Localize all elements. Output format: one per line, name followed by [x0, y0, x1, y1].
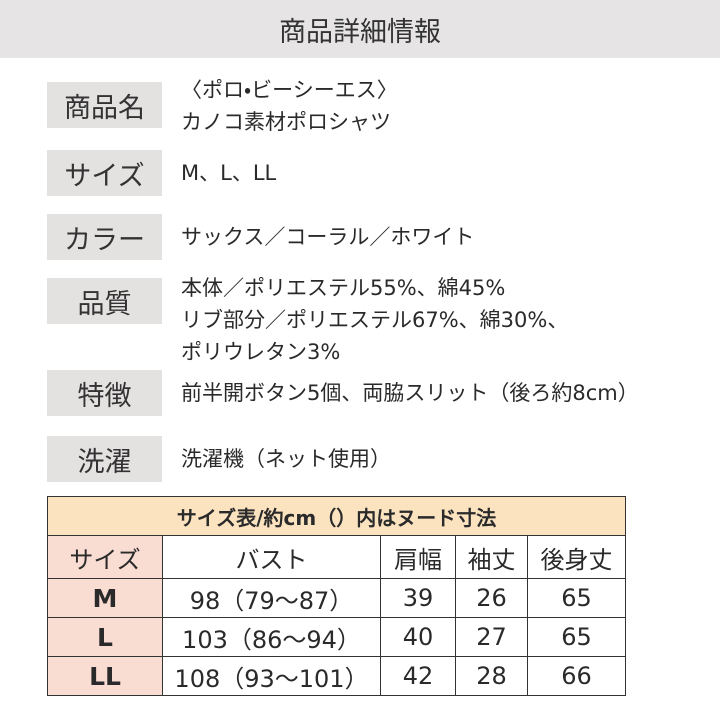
detail-line: 洗濯機（ネット使用） — [181, 447, 391, 471]
table-caption: サイズ表/約cm（）内はヌード寸法 — [46, 496, 627, 536]
detail-line: M、L、LL — [181, 161, 277, 185]
detail-label: サイズ — [47, 150, 162, 196]
detail-text: 〈ポロ・ビーシーエス〉 カノコ素材ポロシャツ — [181, 74, 398, 138]
detail-label: カラー — [47, 214, 162, 260]
header-cell: 袖丈 — [455, 535, 528, 579]
detail-line: 〈ポロ・ビーシーエス〉 — [181, 78, 398, 102]
detail-text: 洗濯機（ネット使用） — [181, 443, 391, 475]
detail-label: 商品名 — [47, 82, 162, 128]
size-row: LL 108（93〜101） 42 28 66 — [47, 656, 627, 696]
size-cell: 65 — [526, 578, 627, 618]
size-table: サイズ表/約cm（）内はヌード寸法 サイズ バスト 肩幅 袖丈 後身丈 M 98（79〜87）… — [46, 496, 627, 696]
detail-label: 特徴 — [47, 370, 162, 416]
header-cell: バスト — [162, 535, 381, 579]
header-cell: 後身丈 — [526, 535, 627, 579]
detail-text: 前半開ボタン5個、両脇スリット（後ろ約8cm） — [181, 377, 639, 409]
detail-line: ポリウレタン3% — [181, 340, 341, 364]
detail-text: 本体／ポリエステル55%、綿45% リブ部分／ポリエステル67%、綿30%、 ポリウ… — [181, 272, 568, 368]
size-name: L — [47, 617, 163, 657]
size-cell: 40 — [380, 617, 456, 657]
detail-line: リブ部分／ポリエステル67%、綿30%、 — [181, 308, 569, 332]
header: 商品詳細情報 — [0, 0, 720, 58]
size-row: L 103（86〜94） 40 27 65 — [47, 617, 627, 657]
detail-line: 本体／ポリエステル55%、綿45% — [181, 276, 506, 300]
header-row: サイズ バスト 肩幅 袖丈 後身丈 — [47, 535, 627, 579]
detail-line: 前半開ボタン5個、両脇スリット（後ろ約8cm） — [181, 381, 639, 405]
size-cell: 39 — [380, 578, 456, 618]
size-cell: 42 — [380, 656, 456, 696]
header-cell: 肩幅 — [380, 535, 456, 579]
size-cell: 108（93〜101） — [162, 656, 381, 696]
size-cell: 103（86〜94） — [162, 617, 381, 657]
size-name: M — [47, 578, 163, 618]
detail-line: サックス／コーラル／ホワイト — [181, 225, 475, 249]
size-cell: 98（79〜87） — [162, 578, 381, 618]
size-cell: 66 — [526, 656, 627, 696]
detail-text: サックス／コーラル／ホワイト — [181, 221, 474, 253]
caption-row: サイズ表/約cm（）内はヌード寸法 — [46, 496, 627, 536]
size-name: LL — [47, 656, 163, 696]
size-row: M 98（79〜87） 39 26 65 — [47, 578, 627, 618]
detail-line: カノコ素材ポロシャツ — [181, 110, 391, 134]
header-cell: サイズ — [47, 535, 163, 579]
detail-label: 洗濯 — [47, 436, 162, 482]
size-cell: 65 — [526, 617, 627, 657]
detail-text: M、L、LL — [181, 157, 276, 189]
size-cell: 26 — [455, 578, 528, 618]
size-cell: 27 — [455, 617, 528, 657]
size-cell: 28 — [455, 656, 528, 696]
detail-label: 品質 — [47, 278, 162, 324]
